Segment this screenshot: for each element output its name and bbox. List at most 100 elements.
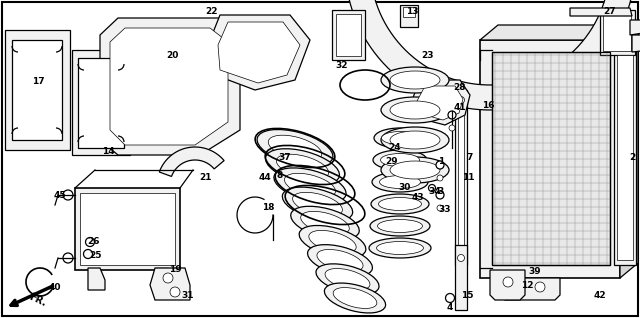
Polygon shape — [210, 15, 310, 90]
Ellipse shape — [503, 277, 513, 287]
Ellipse shape — [285, 173, 335, 198]
Ellipse shape — [257, 129, 333, 166]
Polygon shape — [630, 20, 640, 35]
Ellipse shape — [63, 190, 73, 200]
Ellipse shape — [325, 268, 370, 290]
Bar — [455, 245, 467, 310]
Text: 19: 19 — [169, 266, 181, 274]
Polygon shape — [150, 268, 190, 300]
Text: 12: 12 — [521, 280, 533, 289]
Text: 18: 18 — [262, 204, 275, 212]
Text: 2: 2 — [629, 154, 635, 162]
Ellipse shape — [381, 154, 419, 167]
Ellipse shape — [390, 101, 440, 119]
Text: 1: 1 — [438, 157, 444, 167]
Polygon shape — [152, 268, 168, 290]
Text: 35: 35 — [316, 258, 328, 266]
Polygon shape — [480, 40, 620, 278]
Text: 33: 33 — [439, 205, 451, 215]
Polygon shape — [417, 86, 463, 120]
Polygon shape — [110, 28, 228, 145]
Text: 14: 14 — [102, 148, 115, 156]
Ellipse shape — [381, 157, 449, 183]
Polygon shape — [348, 0, 633, 110]
Ellipse shape — [458, 254, 465, 261]
Text: 27: 27 — [604, 8, 616, 17]
Text: 23: 23 — [422, 51, 435, 59]
Ellipse shape — [618, 38, 626, 46]
Bar — [455, 90, 467, 265]
Ellipse shape — [282, 187, 353, 221]
Text: 4: 4 — [447, 303, 453, 313]
Ellipse shape — [83, 250, 93, 259]
Text: 41: 41 — [454, 103, 467, 113]
Text: 38: 38 — [324, 218, 336, 226]
Ellipse shape — [449, 125, 455, 131]
Text: 3: 3 — [438, 188, 444, 197]
Ellipse shape — [324, 283, 386, 313]
Bar — [603, 13, 631, 51]
Polygon shape — [72, 50, 130, 155]
Ellipse shape — [291, 206, 359, 240]
Polygon shape — [80, 193, 175, 265]
Bar — [614, 50, 636, 265]
Text: 45: 45 — [54, 190, 67, 199]
Ellipse shape — [268, 135, 322, 161]
Ellipse shape — [390, 131, 440, 149]
Polygon shape — [78, 58, 124, 148]
Text: 30: 30 — [399, 183, 411, 192]
Ellipse shape — [380, 176, 420, 189]
Ellipse shape — [170, 287, 180, 297]
Ellipse shape — [333, 287, 377, 308]
Ellipse shape — [309, 231, 356, 253]
Polygon shape — [12, 40, 62, 140]
Ellipse shape — [448, 111, 456, 119]
Ellipse shape — [299, 225, 366, 258]
Ellipse shape — [445, 294, 454, 302]
Ellipse shape — [374, 128, 426, 148]
Ellipse shape — [535, 282, 545, 292]
Polygon shape — [500, 278, 560, 300]
Ellipse shape — [308, 245, 372, 276]
Text: 36: 36 — [356, 298, 368, 307]
Text: FR.: FR. — [28, 292, 48, 308]
Polygon shape — [218, 22, 300, 83]
Polygon shape — [75, 188, 180, 270]
Ellipse shape — [390, 71, 440, 89]
Polygon shape — [159, 147, 224, 176]
Text: 43: 43 — [412, 193, 424, 203]
Ellipse shape — [373, 150, 427, 170]
Ellipse shape — [274, 168, 346, 203]
Polygon shape — [332, 10, 365, 60]
Bar — [617, 55, 633, 260]
Ellipse shape — [436, 191, 444, 199]
Text: 21: 21 — [199, 174, 211, 183]
Bar — [403, 7, 415, 17]
Text: 25: 25 — [89, 251, 101, 259]
Polygon shape — [610, 35, 635, 50]
Text: 20: 20 — [166, 51, 178, 59]
Ellipse shape — [378, 219, 422, 232]
Text: 40: 40 — [49, 284, 61, 293]
Text: 34: 34 — [429, 188, 442, 197]
Ellipse shape — [381, 127, 449, 153]
Polygon shape — [88, 268, 105, 290]
Text: 24: 24 — [388, 143, 401, 153]
Text: 22: 22 — [205, 8, 218, 17]
Text: 29: 29 — [386, 157, 398, 167]
Bar — [458, 95, 464, 260]
Ellipse shape — [163, 273, 173, 283]
Polygon shape — [600, 10, 635, 55]
Text: 8: 8 — [277, 170, 283, 179]
Ellipse shape — [266, 149, 339, 185]
Ellipse shape — [63, 253, 73, 263]
Polygon shape — [100, 18, 240, 155]
Polygon shape — [5, 30, 70, 150]
Text: 11: 11 — [461, 174, 474, 183]
Text: 32: 32 — [336, 60, 348, 70]
Ellipse shape — [437, 205, 443, 211]
Bar — [336, 14, 361, 56]
Ellipse shape — [376, 241, 424, 254]
Ellipse shape — [381, 132, 419, 144]
Ellipse shape — [317, 249, 363, 272]
